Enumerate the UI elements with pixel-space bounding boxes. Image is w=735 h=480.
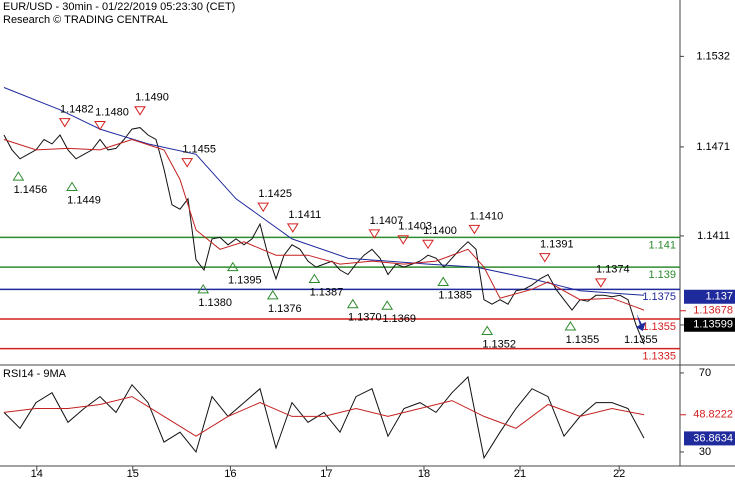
level-label: 1.1375 bbox=[642, 291, 676, 303]
chart-title: EUR/USD - 30min - 01/22/2019 05:23:30 (C… bbox=[3, 1, 235, 13]
y-tick-label: 70 bbox=[699, 367, 711, 379]
high-label: 1.1482 bbox=[60, 103, 94, 115]
high-marker bbox=[181, 158, 194, 168]
low-label: 1.1369 bbox=[382, 313, 416, 325]
low-marker bbox=[481, 325, 494, 335]
high-marker bbox=[594, 278, 607, 288]
high-marker bbox=[134, 106, 146, 116]
price-box bbox=[684, 431, 735, 446]
high-marker bbox=[422, 239, 434, 250]
high-label: 1.1407 bbox=[370, 215, 404, 227]
price-box bbox=[684, 317, 735, 332]
level-label: 1.1335 bbox=[642, 351, 676, 363]
x-tick-label: 15 bbox=[127, 468, 139, 480]
high-label: 1.1455 bbox=[182, 144, 216, 156]
high-label: 1.1411 bbox=[288, 209, 321, 221]
x-tick-label: 14 bbox=[31, 468, 43, 480]
low-marker bbox=[66, 181, 78, 192]
x-tick-label: 17 bbox=[320, 468, 332, 480]
low-label: 1.1352 bbox=[482, 338, 516, 350]
low-marker bbox=[266, 289, 279, 300]
low-label: 1.1355 bbox=[566, 334, 600, 346]
low-marker bbox=[197, 283, 210, 294]
low-marker bbox=[437, 276, 450, 286]
low-marker bbox=[564, 321, 577, 331]
low-label: 1.1380 bbox=[198, 297, 232, 309]
high-marker bbox=[397, 235, 410, 245]
low-label: 1.1395 bbox=[228, 275, 262, 287]
low-marker bbox=[308, 273, 321, 284]
arrow-marker bbox=[635, 314, 646, 332]
low-label: 1.1370 bbox=[348, 312, 382, 324]
moving-average bbox=[3, 138, 645, 311]
high-marker bbox=[538, 253, 551, 263]
level-label: 1.141 bbox=[648, 239, 676, 251]
high-label: 1.1374 bbox=[596, 264, 630, 276]
price-line bbox=[3, 127, 645, 345]
chart-subtitle: Research © TRADING CENTRAL bbox=[3, 14, 168, 26]
high-marker bbox=[58, 118, 71, 128]
low-label: 1.1449 bbox=[67, 194, 101, 206]
low-marker bbox=[346, 298, 359, 309]
high-marker bbox=[94, 121, 106, 131]
level-label: 1.139 bbox=[648, 269, 676, 281]
high-label: 1.1403 bbox=[398, 221, 432, 233]
x-tick-label: 21 bbox=[514, 468, 526, 480]
high-marker bbox=[468, 224, 481, 235]
low-label: 1.1376 bbox=[268, 303, 302, 315]
y-tick-label: 1.1532 bbox=[696, 50, 730, 62]
price-box bbox=[684, 289, 735, 304]
x-tick-label: 16 bbox=[224, 468, 236, 480]
high-marker bbox=[257, 202, 270, 213]
low-label: 1.1387 bbox=[310, 286, 344, 298]
y-tick-label: 1.1411 bbox=[697, 230, 730, 242]
low-label: 1.1456 bbox=[14, 184, 48, 196]
arrow-label: 1.1355 bbox=[624, 334, 658, 346]
high-marker bbox=[368, 229, 381, 239]
high-label: 1.1480 bbox=[95, 106, 129, 118]
high-label: 1.1490 bbox=[135, 92, 169, 104]
price-label: 1.13678 bbox=[693, 305, 733, 317]
x-tick-label: 22 bbox=[613, 468, 625, 480]
high-marker bbox=[286, 223, 299, 233]
price-label: 1.13599 bbox=[693, 319, 733, 331]
level-label: 1.1355 bbox=[642, 321, 676, 333]
price-label: 36.8634 bbox=[693, 432, 733, 444]
x-tick-label: 18 bbox=[418, 468, 430, 480]
low-label: 1.1385 bbox=[438, 289, 472, 301]
low-marker bbox=[226, 261, 239, 272]
high-label: 1.1400 bbox=[423, 225, 457, 237]
rsi-line bbox=[3, 375, 645, 460]
y-tick-label: 30 bbox=[699, 446, 711, 458]
low-marker bbox=[12, 171, 25, 181]
price-label: 1.137 bbox=[705, 291, 733, 303]
high-label: 1.1410 bbox=[470, 210, 504, 222]
y-tick-label: 1.1471 bbox=[696, 141, 730, 153]
rsi-title: RSI14 - 9MA bbox=[3, 368, 67, 380]
price-label: 48.8222 bbox=[693, 409, 733, 421]
high-label: 1.1425 bbox=[258, 188, 292, 200]
low-marker bbox=[381, 300, 394, 310]
rsi-average bbox=[3, 396, 645, 437]
high-label: 1.1391 bbox=[540, 238, 574, 250]
